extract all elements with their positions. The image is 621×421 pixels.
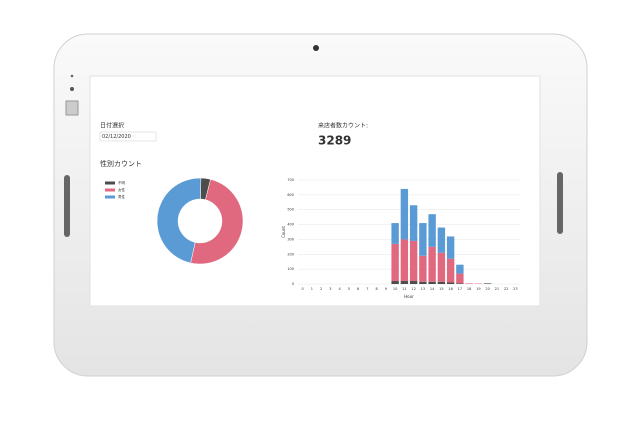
- x-tick-label: 7: [366, 287, 368, 291]
- legend-swatch: [105, 182, 115, 185]
- date-label: 日付選択: [100, 122, 124, 130]
- x-tick-label: 3: [329, 287, 331, 291]
- legend-label: 男性: [118, 194, 125, 199]
- x-tick-label: 22: [504, 287, 508, 291]
- x-axis-label: Hour: [404, 294, 414, 299]
- x-tick-label: 2: [320, 287, 322, 291]
- x-tick-label: 14: [430, 287, 435, 291]
- x-tick-label: 10: [393, 287, 397, 291]
- x-tick-label: 16: [448, 287, 452, 291]
- bar-segment: [401, 281, 408, 284]
- bar-segment: [419, 282, 426, 284]
- side-button[interactable]: [557, 172, 563, 234]
- side-button[interactable]: [64, 175, 70, 237]
- bar-segment: [391, 244, 398, 281]
- sensor: [70, 87, 74, 91]
- x-tick-label: 11: [402, 287, 406, 291]
- bar-segment: [428, 247, 435, 282]
- legend-label: 不明: [118, 181, 125, 185]
- home-button[interactable]: [66, 101, 78, 115]
- bar-segment: [438, 253, 445, 282]
- y-tick-label: 700: [287, 178, 294, 182]
- bar-segment: [410, 241, 417, 281]
- y-axis-label: Count: [281, 226, 286, 238]
- x-tick-label: 17: [458, 287, 462, 291]
- bar-segment: [438, 228, 445, 253]
- bar-segment: [447, 236, 454, 258]
- bar-segment: [456, 283, 463, 284]
- legend-label: 女性: [118, 187, 125, 192]
- y-tick-label: 200: [287, 252, 294, 256]
- bar-segment: [456, 265, 463, 274]
- bar-segment: [428, 282, 435, 284]
- screen: [90, 76, 540, 306]
- y-tick-label: 400: [287, 223, 294, 227]
- y-tick-label: 500: [287, 208, 294, 212]
- x-tick-label: 8: [376, 287, 378, 291]
- y-tick-label: 100: [287, 267, 294, 271]
- x-tick-label: 21: [495, 287, 499, 291]
- x-tick-label: 19: [476, 287, 480, 291]
- bar-segment: [465, 283, 472, 284]
- bar-segment: [391, 281, 398, 284]
- camera: [313, 45, 319, 51]
- legend-swatch: [105, 196, 115, 199]
- x-tick-label: 18: [467, 287, 471, 291]
- x-tick-label: 1: [311, 287, 313, 291]
- sensor: [71, 75, 74, 78]
- gender-label: 性別カウント: [100, 159, 142, 168]
- x-tick-label: 0: [302, 287, 304, 291]
- bar-segment: [447, 259, 454, 283]
- legend-swatch: [105, 189, 115, 192]
- bar-segment: [484, 283, 491, 284]
- x-tick-label: 6: [357, 287, 359, 291]
- bar-segment: [419, 223, 426, 256]
- bar-segment: [391, 223, 398, 244]
- x-tick-label: 5: [348, 287, 350, 291]
- y-tick-label: 300: [287, 237, 294, 241]
- bar-segment: [410, 205, 417, 241]
- bar-segment: [428, 214, 435, 247]
- bar-segment: [438, 282, 445, 284]
- x-tick-label: 15: [439, 287, 443, 291]
- x-tick-label: 20: [485, 287, 489, 291]
- y-tick-label: 600: [287, 193, 294, 197]
- x-tick-label: 12: [411, 287, 415, 291]
- bar-segment: [401, 239, 408, 281]
- date-value[interactable]: 02/12/2020: [102, 134, 131, 140]
- bar-segment: [447, 283, 454, 284]
- bar-segment: [419, 256, 426, 282]
- visitor-count: 3289: [318, 134, 351, 148]
- x-tick-label: 23: [513, 287, 517, 291]
- bar-segment: [401, 189, 408, 240]
- y-tick-label: 0: [292, 282, 294, 286]
- bar-segment: [410, 281, 417, 284]
- bar-segment: [456, 274, 463, 284]
- visitor-label: 来店者数カウント:: [318, 122, 368, 130]
- x-tick-label: 13: [421, 287, 425, 291]
- x-tick-label: 9: [385, 287, 387, 291]
